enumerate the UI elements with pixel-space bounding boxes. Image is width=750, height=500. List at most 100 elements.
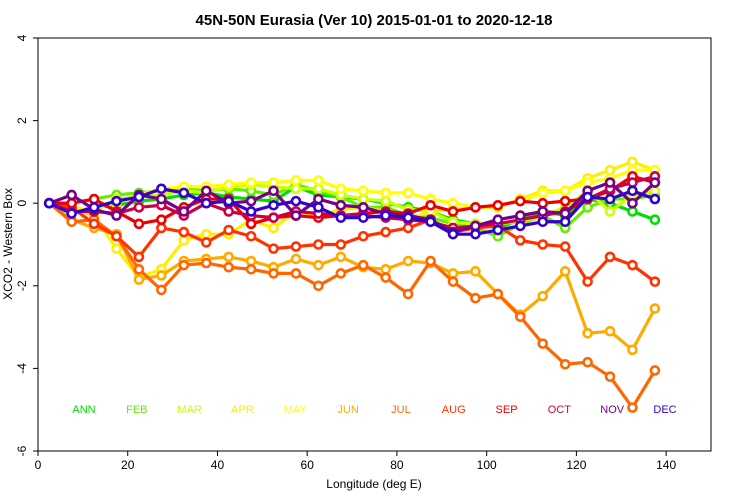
data-point [290,210,302,221]
x-tick-label: 120 [566,458,586,472]
data-point [111,195,122,207]
data-point [537,216,549,228]
data-point [559,195,571,207]
data-point [582,191,593,203]
data-point [357,259,369,271]
data-point [492,214,504,226]
data-point [357,230,369,242]
data-point [604,325,616,337]
x-axis-label: Longitude (deg E) [326,477,421,491]
data-point [627,197,638,209]
data-point [156,214,167,226]
data-point [245,230,257,242]
plot-frame [37,37,712,452]
data-point [290,253,302,265]
data-point [268,212,279,223]
data-point [178,235,190,246]
data-point [111,230,122,242]
data-point [156,284,167,296]
data-point [156,193,167,205]
x-tick-label: 80 [390,458,404,472]
data-point [200,197,212,209]
data-point [515,235,526,246]
data-point [133,274,145,285]
data-point [245,218,257,230]
data-point [245,195,257,207]
legend-entry: JUN [337,404,358,416]
data-point [402,212,414,223]
data-point [156,222,167,234]
data-point [268,222,279,234]
data-point [380,272,392,283]
data-point [245,255,257,267]
y-tick-label: 0 [15,200,29,207]
data-point [402,187,414,199]
data-point [627,206,638,217]
data-point [649,303,661,314]
data-point [156,183,167,195]
data-point [313,193,324,205]
data-point [380,195,392,207]
data-point [447,268,459,279]
data-point [88,218,100,230]
y-tick-label: -6 [15,445,29,456]
data-point [223,206,234,217]
data-point [380,187,392,199]
data-point [604,177,616,188]
x-tick-label: 100 [477,458,497,472]
data-point [447,197,459,209]
data-point [223,195,234,207]
data-point [111,210,122,221]
data-point [649,185,661,197]
data-point [402,222,414,234]
data-point [582,177,593,188]
data-point [223,179,234,190]
series-line [48,201,657,410]
data-point [537,338,549,349]
data-point [200,237,212,248]
data-point [425,216,436,228]
data-point [492,288,504,300]
data-point [582,356,593,368]
data-point [380,210,392,221]
data-point [627,156,638,168]
data-point [515,220,526,232]
series-line [48,187,656,236]
data-point [604,206,616,217]
data-point [582,276,593,287]
data-point [66,197,77,209]
data-point [66,216,77,228]
series-line [48,201,656,284]
plot-area [43,156,661,413]
x-tick-label: 40 [211,458,225,472]
data-point [245,206,257,217]
data-point [223,251,234,263]
data-point [313,175,324,186]
y-tick-label: 2 [15,117,29,124]
data-point [649,276,661,287]
data-point [335,183,347,195]
data-point [335,239,347,250]
data-point [357,202,369,213]
legend-entry: MAY [284,404,308,416]
data-point [200,257,212,269]
data-point [178,187,190,199]
legend-entry: OCT [548,404,572,416]
data-point [537,197,549,209]
legend-entry: AUG [442,404,466,416]
data-point [470,292,481,304]
data-point [537,206,549,217]
data-point [559,241,571,252]
x-tick-label: 140 [656,458,676,472]
data-point [133,202,145,213]
data-point [627,185,638,197]
data-point [290,268,302,279]
data-point [537,187,549,199]
data-point [200,185,212,197]
data-point [313,259,324,271]
data-point [470,220,481,232]
data-point [357,185,369,197]
data-point [537,290,549,302]
data-point [582,327,593,339]
data-point [133,263,145,275]
